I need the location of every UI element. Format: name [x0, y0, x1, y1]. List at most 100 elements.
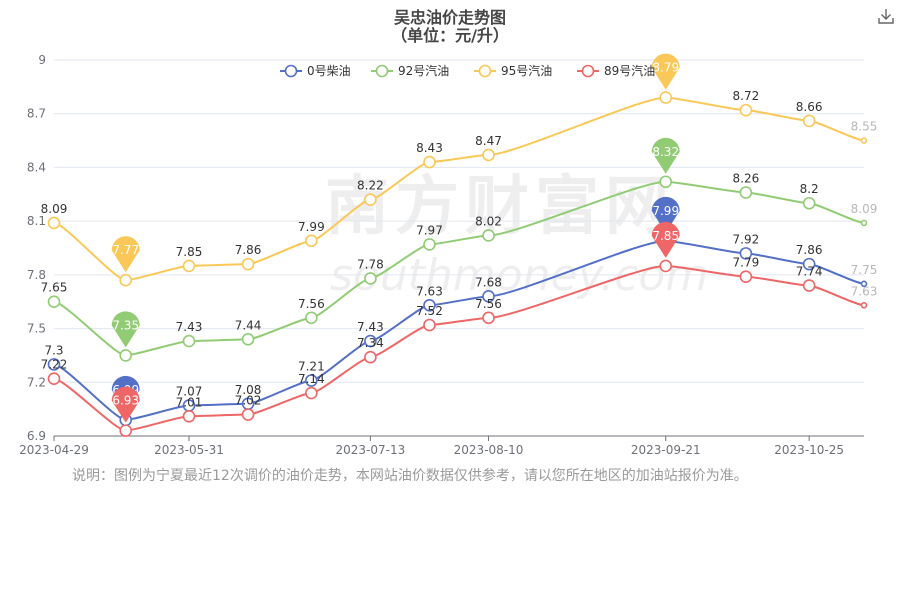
data-point	[182, 259, 196, 273]
data-point	[364, 350, 377, 364]
data-point	[739, 186, 753, 199]
data-point	[47, 372, 61, 386]
legend[interactable]: 0号柴油 92号汽油 95号汽油 89号汽油	[280, 63, 655, 78]
data-label: 8.43	[416, 141, 443, 155]
data-point	[482, 311, 495, 325]
y-tick-label: 7.5	[27, 322, 46, 336]
data-point	[364, 272, 377, 285]
data-label: 8.26	[733, 171, 760, 185]
legend-item-0[interactable]: 0号柴油	[280, 64, 351, 78]
data-label: 8.55	[851, 120, 878, 134]
data-label: 7.63	[416, 284, 443, 298]
legend-label: 92号汽油	[398, 63, 449, 78]
data-point	[860, 301, 868, 309]
data-point	[364, 334, 377, 348]
data-label: 8.09	[851, 202, 878, 216]
legend-item-3[interactable]: 89号汽油	[577, 63, 655, 78]
y-tick-label: 8.4	[27, 160, 46, 174]
legend-marker	[478, 64, 492, 78]
data-point	[860, 219, 868, 227]
x-tick-label: 2023-04-29	[19, 443, 89, 457]
data-point	[305, 311, 318, 325]
pin-marker: 8.32	[651, 137, 680, 174]
data-label: 7.56	[475, 297, 502, 311]
watermark-en: southmoney.com	[330, 250, 708, 301]
legend-label: 0号柴油	[307, 64, 351, 78]
data-labels: 7.3 7.07 7.08 7.21 7.43 7.63 7.68 7.92 7.86 7.75 7…	[41, 89, 878, 409]
legend-item-1[interactable]: 92号汽油	[371, 63, 449, 78]
data-point	[119, 424, 133, 437]
data-point	[739, 270, 753, 283]
x-tick-label: 2023-07-13	[336, 443, 406, 457]
max-min-pins: 7.996.998.327.358.797.777.856.93	[111, 53, 680, 423]
y-tick-label: 7.8	[27, 268, 46, 282]
data-label: 7.65	[41, 281, 68, 295]
data-label: 8.2	[800, 182, 819, 196]
y-tick-label: 8.1	[27, 214, 46, 228]
data-label: 7.74	[796, 265, 823, 279]
data-point	[739, 247, 753, 260]
pin-shape	[651, 196, 680, 233]
y-tick-label: 9	[38, 53, 46, 67]
data-label: 7.78	[357, 257, 384, 271]
data-label: 7.79	[733, 256, 760, 270]
grid	[54, 59, 864, 383]
pin-marker: 7.99	[651, 196, 680, 233]
pin-label: 7.77	[112, 243, 139, 257]
data-point	[47, 295, 61, 309]
pin-marker: 7.85	[651, 221, 680, 258]
data-point	[241, 333, 255, 346]
data-point	[739, 103, 753, 117]
data-label: 8.72	[733, 89, 760, 103]
data-point	[119, 349, 133, 362]
chart-subtitle: （单位：元/升）	[391, 26, 509, 45]
pin-shape	[111, 236, 140, 273]
data-label: 7.68	[475, 275, 502, 289]
x-tick-label: 2023-05-31	[154, 443, 224, 457]
data-point	[305, 234, 318, 248]
data-point	[802, 257, 816, 271]
data-label: 7.85	[176, 245, 203, 259]
data-point	[423, 298, 436, 312]
data-point	[241, 257, 255, 271]
data-point	[119, 273, 133, 287]
data-label: 7.21	[298, 359, 325, 373]
data-point	[802, 196, 816, 210]
pin-shape	[111, 311, 140, 348]
pin-label: 8.32	[652, 145, 679, 159]
download-icon[interactable]	[876, 6, 896, 26]
data-point	[482, 290, 495, 303]
x-tick-label: 2023-10-25	[774, 443, 844, 457]
data-point	[423, 318, 436, 332]
data-label: 7.44	[235, 318, 262, 332]
data-point	[659, 175, 673, 189]
x-tick-label: 2023-08-10	[454, 443, 524, 457]
data-label: 8.47	[475, 134, 502, 148]
footnote: 说明：图例为宁夏最近12次调价的油价走势，本网站油价数据仅供参考，请以您所在地区…	[72, 468, 748, 484]
x-tick-label: 2023-09-21	[631, 443, 701, 457]
data-point	[47, 216, 61, 230]
legend-label: 95号汽油	[501, 63, 552, 78]
data-label: 7.63	[851, 284, 878, 298]
legend-item-2[interactable]: 95号汽油	[474, 63, 552, 78]
data-point	[423, 238, 436, 251]
data-label: 7.08	[235, 383, 262, 397]
pin-shape	[111, 386, 140, 423]
data-label: 7.07	[176, 385, 203, 399]
data-label: 7.75	[851, 263, 878, 277]
data-point	[482, 148, 495, 162]
data-point	[423, 155, 436, 169]
data-label: 7.3	[44, 343, 63, 357]
pin-label: 6.93	[112, 394, 139, 408]
data-point	[305, 386, 318, 400]
data-label: 7.22	[41, 358, 68, 372]
data-label: 8.09	[41, 202, 68, 216]
data-label: 7.86	[796, 243, 823, 257]
pin-shape	[651, 221, 680, 258]
data-label: 7.86	[235, 243, 262, 257]
data-point	[802, 114, 816, 128]
data-label: 7.02	[235, 394, 262, 408]
data-point	[305, 374, 318, 387]
